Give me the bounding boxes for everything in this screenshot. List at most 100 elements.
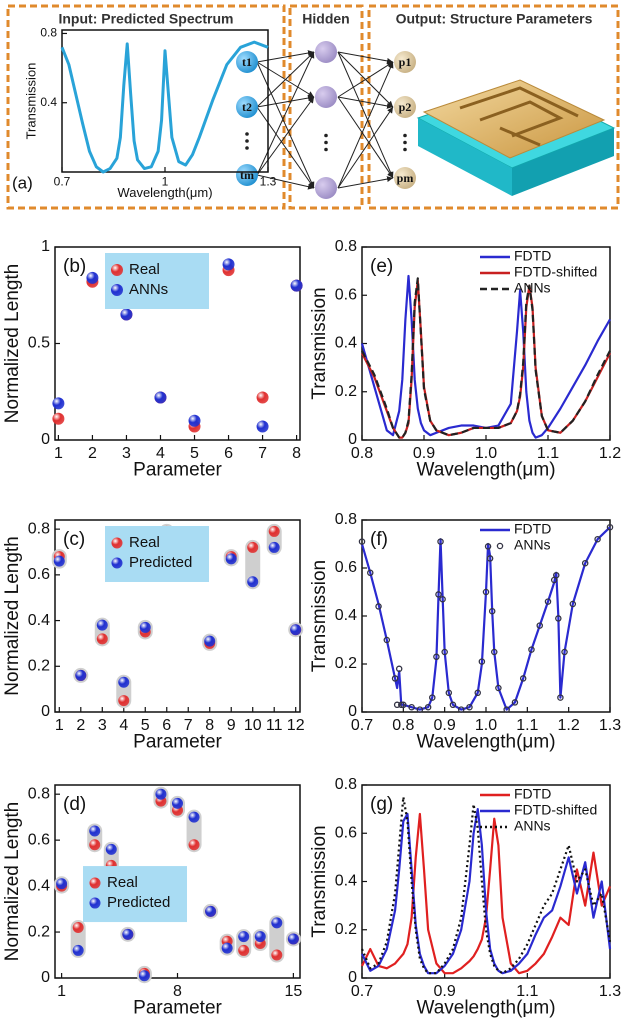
- x-axis-label: Parameter: [133, 731, 222, 752]
- y-tick-label: 0: [348, 703, 357, 720]
- data-point: [290, 624, 302, 636]
- x-tick-label: 8: [205, 717, 214, 734]
- data-point: [53, 555, 65, 567]
- gold-slot: [459, 86, 579, 118]
- data-point: [358, 538, 366, 545]
- x-tick-label: 1.2: [558, 717, 580, 734]
- input-title: Input: Predicted Spectrum: [58, 11, 233, 27]
- y-tick-label: 0.2: [335, 655, 357, 672]
- x-tick-label: 0.7: [351, 983, 373, 1000]
- hidden-title: Hidden: [302, 11, 349, 27]
- legend-label: Real: [129, 261, 160, 278]
- data-point: [188, 839, 200, 851]
- data-point: [457, 706, 465, 713]
- connection: [256, 51, 315, 108]
- chart: 0.7 0.9 1.1 1.3 0 0.2 0.4 0.6 0.8 Wavelength(μm) T…: [309, 776, 621, 1018]
- y-tick-label: 0.8: [28, 785, 50, 802]
- data-point: [581, 559, 589, 567]
- data-point: [268, 525, 280, 537]
- connection: [256, 95, 315, 108]
- legend-box: [105, 526, 209, 582]
- data-point: [398, 701, 405, 709]
- gold-slot: [499, 126, 541, 147]
- x-tick-label: 6: [162, 717, 171, 734]
- connection: [256, 50, 315, 63]
- data-point: [96, 619, 108, 631]
- legend-label: FDTD: [514, 248, 551, 264]
- data-point: [96, 633, 108, 645]
- x-tick-label: 8: [292, 445, 301, 462]
- data-point: [482, 588, 490, 596]
- plot-frame: [54, 519, 301, 713]
- data-point: [52, 397, 65, 410]
- chart: 1 8 15 0 0.2 0.4 0.6 0.8 Parameter Normalized Len…: [2, 784, 302, 1018]
- x-tick-label: 0.9: [413, 445, 435, 462]
- data-point: [268, 541, 280, 553]
- legend-marker: [111, 284, 123, 296]
- y-axis-label: Transmission: [309, 825, 330, 937]
- x-tick-label: 3: [98, 717, 107, 734]
- data-point: [449, 701, 457, 709]
- connection: [337, 96, 394, 179]
- node: [315, 177, 337, 199]
- data-point: [188, 811, 200, 823]
- x-tick-label: 1.0: [475, 445, 497, 462]
- chart: 0.8 0.9 1.0 1.1 1.2 0 0.2 0.4 0.6 0.8 Wavelength(μ…: [309, 238, 621, 480]
- chart: 0.7 0.8 0.9 1.0 1.1 1.2 1.300.20.40.60.8Wavele…: [309, 511, 621, 752]
- x-axis-label: Wavelength(μm): [416, 997, 555, 1018]
- legend-label: Predicted: [129, 554, 192, 571]
- data-point: [528, 646, 535, 653]
- y-tick-label: 0.4: [335, 873, 357, 890]
- y-tick-label: 0.4: [28, 877, 50, 894]
- line-series: [361, 277, 611, 439]
- data-point: [488, 607, 496, 615]
- x-tick-label: 7: [258, 445, 267, 462]
- node: [315, 86, 337, 108]
- y-tick-label: 0.8: [28, 520, 50, 537]
- x-tick-label: 1.3: [599, 717, 621, 734]
- y-tick-label: 0: [41, 431, 50, 448]
- line-series: [60, 40, 269, 174]
- data-point: [435, 591, 442, 598]
- data-point: [383, 636, 391, 644]
- panel-label: (c): [63, 529, 85, 550]
- y-tick-label: 0.6: [335, 559, 357, 576]
- y-axis-label: Transmission: [309, 287, 330, 399]
- data-point: [105, 843, 117, 855]
- data-point: [474, 689, 481, 697]
- x-axis-label: Wavelength(μm): [416, 731, 555, 752]
- panel-label: (b): [63, 256, 86, 277]
- node-label: t2: [242, 100, 252, 114]
- legend-label: Predicted: [107, 894, 170, 911]
- input-frame: [6, 4, 286, 210]
- y-tick-label: 0.2: [335, 921, 357, 938]
- data-point: [188, 414, 201, 427]
- data-point: [466, 703, 473, 711]
- panel-label: (d): [63, 794, 86, 815]
- data-point: [205, 905, 217, 917]
- x-tick-label: 1.1: [516, 983, 538, 1000]
- data-point: [172, 797, 183, 809]
- data-point: [118, 695, 130, 707]
- data-point: [486, 555, 494, 562]
- x-tick-label: 5: [190, 445, 199, 462]
- data-point: [247, 576, 259, 588]
- hidden-frame: [288, 4, 364, 210]
- data-point: [441, 648, 448, 656]
- data-point: [271, 949, 283, 961]
- legend-label: Real: [129, 534, 160, 551]
- x-tick-label: 5: [141, 717, 150, 734]
- legend-box: [83, 866, 187, 923]
- line-series: [361, 812, 612, 975]
- data-point: [56, 878, 68, 890]
- data-point: [89, 825, 101, 837]
- data-point: [138, 970, 150, 982]
- y-tick-label: 0.8: [335, 776, 357, 793]
- data-point: [416, 706, 424, 713]
- x-tick-label: 12: [287, 717, 305, 734]
- data-point: [221, 942, 233, 954]
- x-tick-label: 15: [284, 983, 302, 1000]
- data-point: [122, 928, 134, 940]
- node-label: pm: [397, 171, 414, 185]
